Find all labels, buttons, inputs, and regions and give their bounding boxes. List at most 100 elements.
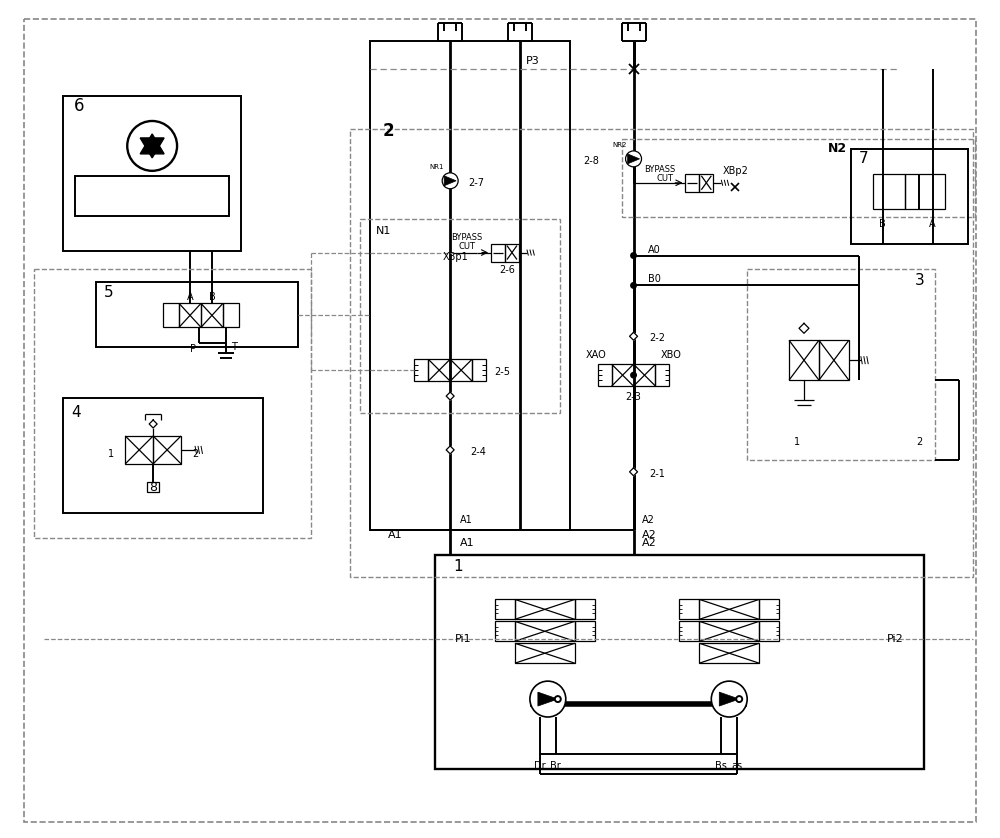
Text: CUT: CUT [459, 242, 476, 251]
Text: 2-3: 2-3 [626, 392, 641, 402]
Text: CUT: CUT [657, 174, 674, 184]
Bar [223, 303, 239, 328]
Bar [759, 621, 779, 641]
Polygon shape [630, 468, 638, 476]
Circle shape [736, 696, 742, 702]
Polygon shape [628, 154, 640, 164]
Bar [63, 398, 263, 513]
Bar [905, 173, 945, 209]
Text: 4: 4 [71, 405, 81, 420]
Bar [450, 360, 472, 381]
Bar [575, 621, 595, 641]
Circle shape [631, 373, 636, 378]
Text: 7: 7 [859, 152, 868, 167]
Text: 6: 6 [73, 97, 84, 115]
Text: A1: A1 [460, 538, 475, 547]
Circle shape [631, 253, 636, 258]
Text: NR1: NR1 [429, 164, 443, 170]
Bar [179, 303, 201, 328]
Bar [153, 436, 181, 464]
Text: A2: A2 [642, 515, 654, 525]
Bar [655, 365, 669, 386]
Text: XAO: XAO [585, 350, 606, 360]
Circle shape [626, 151, 642, 167]
Circle shape [127, 121, 177, 171]
Text: A1: A1 [460, 515, 473, 525]
Text: BYPASS: BYPASS [644, 165, 675, 174]
Polygon shape [799, 323, 809, 334]
Text: 1: 1 [108, 449, 114, 459]
Text: A2: A2 [642, 530, 657, 540]
Text: 2-2: 2-2 [650, 334, 666, 344]
Text: Pi2: Pi2 [887, 634, 904, 644]
Bar [575, 599, 595, 619]
Bar [491, 244, 505, 261]
Bar [515, 621, 575, 641]
Bar [873, 173, 905, 209]
Text: XBO: XBO [661, 350, 682, 360]
Text: A0: A0 [648, 245, 660, 255]
Bar [699, 173, 713, 192]
Bar [495, 621, 515, 641]
Bar [96, 282, 298, 347]
Bar [360, 219, 560, 413]
Text: N2: N2 [828, 142, 847, 155]
Bar [370, 41, 570, 530]
Text: XBp1: XBp1 [442, 251, 468, 261]
Circle shape [555, 696, 561, 702]
Text: B0: B0 [648, 275, 660, 284]
Bar [63, 96, 241, 251]
Polygon shape [446, 392, 454, 400]
Text: XBp2: XBp2 [722, 166, 748, 176]
Text: 3: 3 [915, 273, 925, 288]
Polygon shape [149, 420, 157, 428]
Text: 2: 2 [192, 449, 198, 459]
Bar [125, 436, 153, 464]
Polygon shape [446, 446, 454, 454]
Text: Dr: Dr [534, 761, 546, 771]
Text: 2: 2 [383, 122, 394, 140]
Bar [505, 244, 519, 261]
Text: B: B [209, 292, 215, 303]
Bar [201, 303, 223, 328]
Bar [612, 365, 634, 386]
Bar [851, 149, 968, 244]
Text: Pi1: Pi1 [455, 634, 472, 644]
Text: 5: 5 [104, 285, 114, 300]
Text: A: A [187, 292, 193, 303]
Text: P: P [190, 344, 196, 354]
Circle shape [442, 173, 458, 189]
Bar [747, 268, 935, 460]
Text: 1: 1 [453, 559, 463, 574]
Circle shape [711, 681, 747, 717]
Text: Bs: Bs [715, 761, 727, 771]
Text: A2: A2 [642, 538, 656, 547]
Text: NR2: NR2 [612, 142, 627, 148]
Bar [699, 599, 759, 619]
Text: Br: Br [550, 761, 561, 771]
Polygon shape [630, 333, 638, 340]
Polygon shape [444, 176, 456, 186]
Text: 1: 1 [794, 437, 800, 447]
Text: 2-7: 2-7 [468, 178, 484, 188]
Text: N1: N1 [375, 225, 391, 235]
Bar [163, 303, 179, 328]
Text: A1: A1 [388, 530, 403, 540]
Bar [699, 644, 759, 663]
Text: P3: P3 [526, 56, 540, 66]
Text: 8: 8 [149, 481, 157, 494]
Polygon shape [719, 692, 739, 706]
Text: BYPASS: BYPASS [451, 233, 483, 242]
Bar [428, 360, 450, 381]
Bar [515, 644, 575, 663]
Bar [495, 599, 515, 619]
Bar [685, 173, 699, 192]
Bar [759, 599, 779, 619]
Text: B: B [879, 219, 886, 229]
Bar [699, 621, 759, 641]
Bar [622, 139, 975, 217]
Text: 2-8: 2-8 [583, 156, 599, 166]
Circle shape [631, 283, 636, 288]
Polygon shape [140, 134, 164, 154]
Text: 2-6: 2-6 [499, 266, 515, 276]
